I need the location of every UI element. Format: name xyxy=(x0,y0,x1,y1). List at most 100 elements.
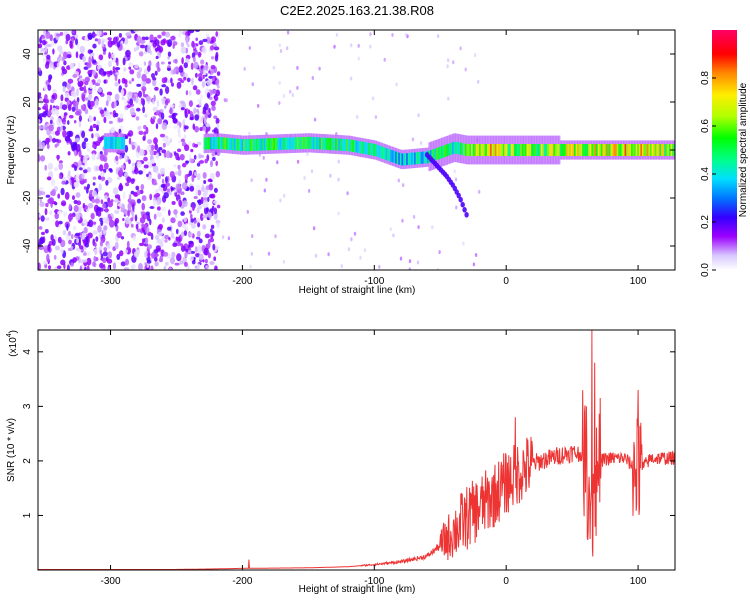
noise-blob xyxy=(55,245,60,251)
noise-blob xyxy=(73,181,80,188)
noise-blob xyxy=(86,148,91,152)
noise-blob xyxy=(159,241,164,248)
colorbar-tick-label: 0.8 xyxy=(700,71,711,85)
spectrogram-y-label: Frequency (Hz) xyxy=(6,116,17,185)
noise-blob xyxy=(184,125,189,130)
noise-blob xyxy=(92,143,96,149)
noise-blob xyxy=(84,178,87,183)
colorbar-tick-label: 0.2 xyxy=(700,215,711,229)
noise-blob xyxy=(215,31,218,37)
noise-blob xyxy=(136,71,141,79)
noise-blob xyxy=(159,108,164,113)
signal-cell xyxy=(449,143,452,156)
signal-cell xyxy=(319,137,322,150)
noise-blob xyxy=(213,127,219,135)
noise-blob xyxy=(149,150,154,156)
noise-blob xyxy=(51,94,55,100)
noise-blob xyxy=(83,66,89,70)
noise-blob xyxy=(39,155,46,162)
signal-cell xyxy=(349,139,352,152)
noise-blob xyxy=(103,32,108,36)
signal-cell xyxy=(380,146,384,159)
noise-blob xyxy=(187,141,192,146)
noise-blob xyxy=(49,119,53,124)
signal-cell xyxy=(518,144,521,156)
signal-cell xyxy=(298,137,301,150)
noise-blob xyxy=(180,211,185,216)
signal-cell xyxy=(333,138,336,151)
noise-blob xyxy=(49,104,53,111)
noise-blob xyxy=(347,247,351,252)
noise-blob xyxy=(116,61,119,66)
noise-blob xyxy=(227,236,231,241)
signal-cell xyxy=(483,144,486,156)
noise-blob xyxy=(70,234,74,239)
signal-cell xyxy=(637,144,640,156)
noise-blob xyxy=(98,183,102,191)
noise-blob xyxy=(104,107,107,112)
noise-blob xyxy=(136,228,142,233)
signal-cell xyxy=(510,144,513,156)
signal-cell xyxy=(623,144,626,156)
noise-blob xyxy=(200,59,205,65)
noise-blob xyxy=(44,208,48,216)
noise-blob xyxy=(181,231,185,238)
noise-blob xyxy=(83,226,88,234)
signal-cell xyxy=(608,144,611,156)
noise-blob xyxy=(51,137,57,143)
noise-blob xyxy=(417,225,420,230)
signal-cell xyxy=(474,144,477,156)
noise-blob xyxy=(198,76,203,82)
noise-blob xyxy=(116,253,121,260)
noise-blob xyxy=(133,30,140,33)
noise-blob xyxy=(89,100,95,107)
noise-blob xyxy=(215,171,220,178)
signal-cell xyxy=(545,144,548,156)
signal-cell xyxy=(229,138,232,150)
noise-blob xyxy=(45,137,51,143)
noise-blob xyxy=(158,231,163,237)
signal-cell xyxy=(407,153,410,165)
signal-cell xyxy=(539,144,542,156)
noise-blob xyxy=(202,259,205,263)
noise-blob xyxy=(189,256,194,262)
signal-cell xyxy=(371,143,374,156)
noise-blob xyxy=(157,206,161,211)
noise-blob xyxy=(156,211,162,218)
noise-blob xyxy=(198,253,204,261)
x-tick-label: -200 xyxy=(232,276,252,287)
signal-cell xyxy=(439,146,442,159)
noise-blob xyxy=(327,252,330,257)
noise-blob xyxy=(152,78,157,87)
noise-blob xyxy=(173,67,176,75)
noise-blob xyxy=(162,142,166,148)
noise-blob xyxy=(369,32,372,37)
noise-blob xyxy=(213,46,220,51)
noise-blob xyxy=(83,169,88,174)
noise-blob xyxy=(67,230,72,236)
noise-blob xyxy=(83,219,88,227)
y-tick-label: -40 xyxy=(22,238,33,253)
noise-blob xyxy=(105,179,109,186)
noise-blob xyxy=(464,67,467,72)
noise-blob xyxy=(68,203,72,210)
noise-blob xyxy=(74,137,81,143)
noise-blob xyxy=(43,245,49,249)
noise-blob xyxy=(95,124,99,132)
noise-blob xyxy=(138,125,142,130)
noise-blob xyxy=(47,84,52,91)
signal-cell xyxy=(447,143,450,156)
signal-cell xyxy=(118,137,121,150)
noise-blob xyxy=(167,226,172,231)
noise-blob xyxy=(174,58,178,64)
noise-blob xyxy=(71,177,74,186)
noise-blob xyxy=(129,69,135,75)
noise-blob xyxy=(177,127,181,135)
noise-blob xyxy=(156,99,160,108)
colorbar-ticks: 0.0 0.2 0.4 0.6 0.8 xyxy=(700,71,716,277)
noise-blob xyxy=(75,51,79,59)
noise-blob xyxy=(359,255,362,260)
noise-blob xyxy=(75,38,78,46)
noise-blob xyxy=(169,267,172,270)
